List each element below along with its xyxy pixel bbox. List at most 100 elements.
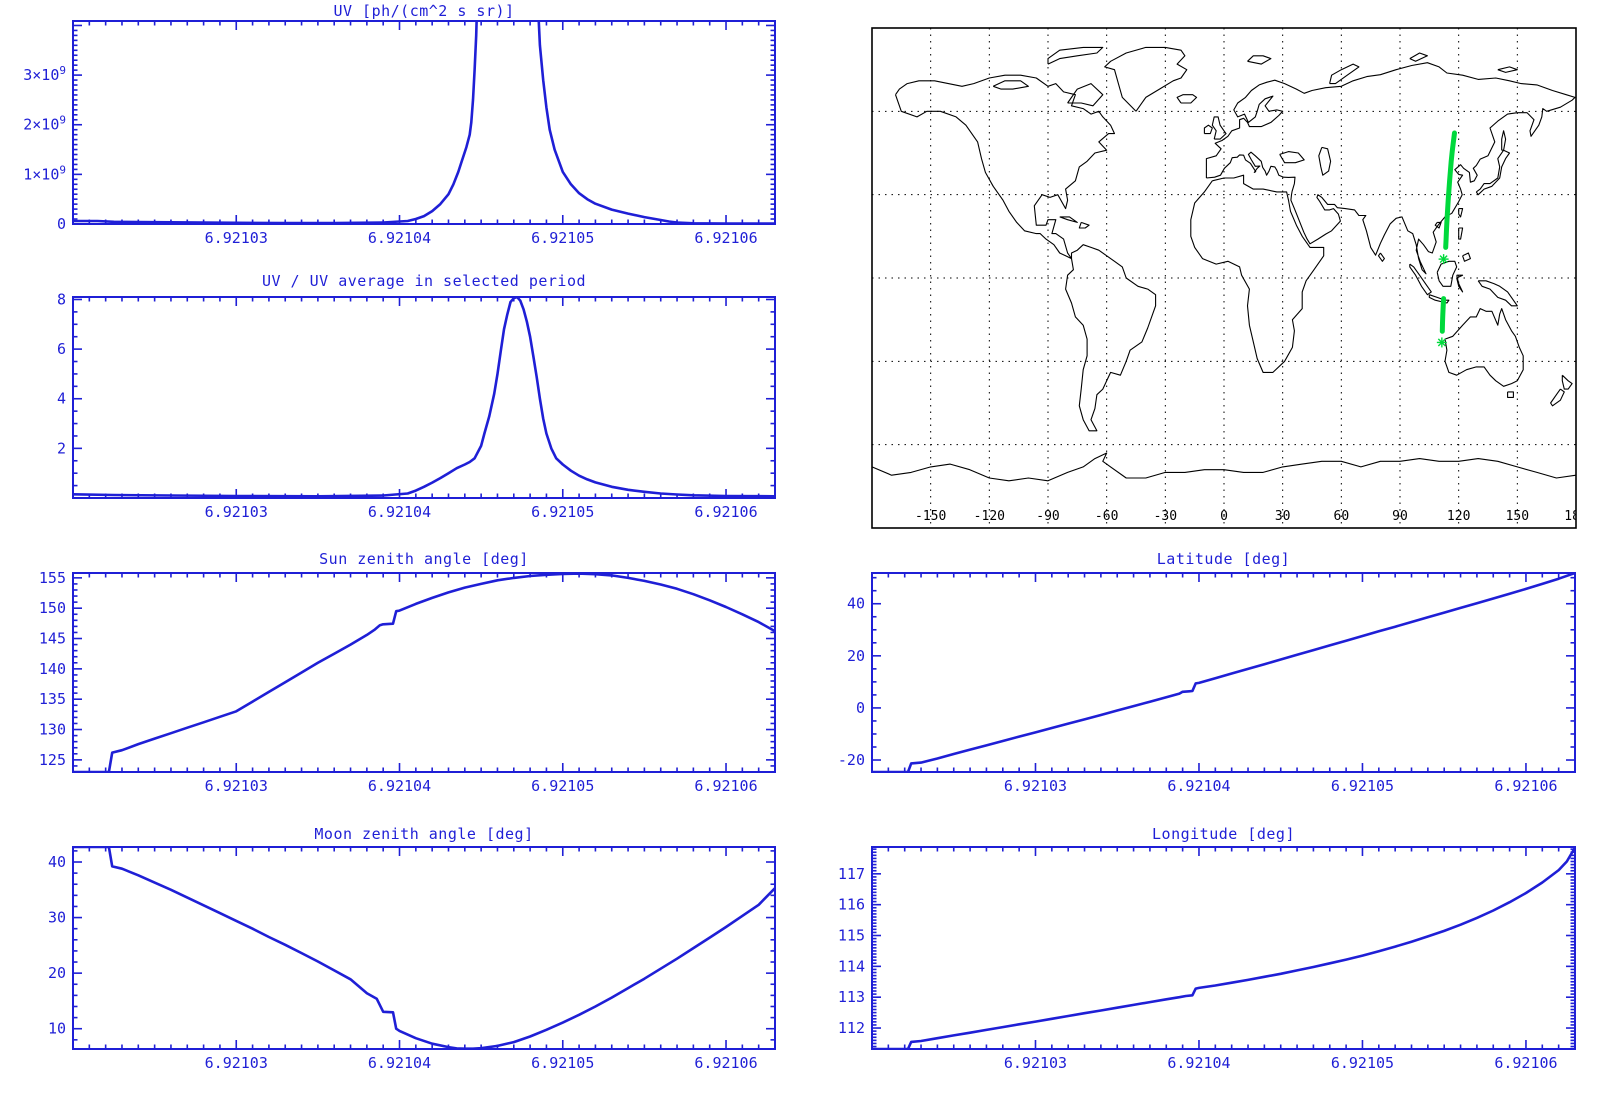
svg-text:125: 125 (39, 751, 66, 769)
svg-text:6.92106: 6.92106 (694, 1054, 757, 1072)
coastline-sulawesi (1456, 274, 1464, 293)
svg-text:145: 145 (39, 630, 66, 648)
svg-text:60: 60 (1334, 509, 1350, 524)
svg-text:0: 0 (856, 699, 865, 717)
coastline-luzon (1458, 227, 1464, 240)
coastline-south-america (1065, 244, 1157, 432)
uv-ratio-plot: 6.92103 6.92104 6.92105 6.92106 2 4 6 8 (57, 290, 776, 521)
svg-text:-120: -120 (974, 509, 1005, 524)
coastline-eurasia (1205, 62, 1576, 275)
map-graticule (872, 28, 1576, 528)
coastline-baffin (1067, 83, 1104, 107)
svg-text:6.92106: 6.92106 (694, 503, 757, 521)
coastline-java (1428, 294, 1450, 304)
svg-text:20: 20 (847, 647, 865, 665)
coastline-tasmania (1507, 391, 1514, 398)
svg-text:-90: -90 (1036, 509, 1059, 524)
track-asterisk-marker-1 (1438, 254, 1449, 265)
coastline-svalbard (1247, 55, 1272, 65)
svg-text:6.92103: 6.92103 (205, 503, 268, 521)
coastline-sri-lanka (1377, 252, 1385, 262)
moon-zenith-plot: 6.92103 6.92104 6.92105 6.92106 10 20 30 40 (48, 846, 776, 1072)
svg-text:6.92105: 6.92105 (531, 777, 594, 795)
coastline-ireland (1203, 124, 1213, 135)
coastline-caspian-sea (1318, 146, 1332, 176)
coastline-new-guinea (1477, 280, 1518, 307)
sun-zenith-chart-title: Sun zenith angle [deg] (319, 550, 529, 568)
svg-text:6.92103: 6.92103 (1004, 1054, 1067, 1072)
coastline-new-siberian (1497, 66, 1518, 73)
svg-text:-20: -20 (838, 751, 865, 769)
coastline-australia (1444, 308, 1524, 387)
moon-zenith-frame (72, 846, 776, 1050)
svg-text:6.92106: 6.92106 (694, 777, 757, 795)
coastline-cuba (1059, 216, 1078, 223)
coastline-japan (1475, 149, 1511, 196)
satellite-ground-track (1436, 130, 1457, 348)
uv-ratio-series-line (73, 297, 775, 498)
svg-text:8: 8 (57, 290, 66, 308)
svg-text:116: 116 (838, 896, 865, 914)
svg-text:6.92105: 6.92105 (531, 503, 594, 521)
svg-text:30: 30 (1275, 509, 1291, 524)
uv-ratio-chart-title: UV / UV average in selected period (261, 272, 587, 290)
coastline-nz-north (1561, 374, 1573, 390)
svg-text:6.92105: 6.92105 (531, 229, 594, 247)
svg-text:6.92105: 6.92105 (1331, 777, 1394, 795)
svg-text:140: 140 (39, 660, 66, 678)
uv-ratio-frame (72, 296, 776, 499)
track-asterisk-marker-2 (1436, 337, 1447, 348)
coastline-sumatra (1409, 263, 1432, 296)
moon-zenith-series-line (73, 847, 775, 1049)
svg-text:130: 130 (39, 721, 66, 739)
svg-text:6.92104: 6.92104 (1167, 777, 1230, 795)
svg-text:6.92104: 6.92104 (368, 503, 431, 521)
latitude-frame (871, 572, 1576, 773)
svg-text:112: 112 (838, 1019, 865, 1037)
svg-text:6.92104: 6.92104 (1167, 1054, 1230, 1072)
svg-text:6: 6 (57, 340, 66, 358)
longitude-series-line (872, 847, 1575, 1049)
sun-zenith-series-line (73, 573, 775, 772)
svg-text:40: 40 (847, 595, 865, 613)
svg-text:6.92105: 6.92105 (1331, 1054, 1394, 1072)
coastline-victoria (992, 80, 1029, 90)
coastline-severnaya-zemlya (1409, 52, 1428, 62)
svg-text:0: 0 (57, 215, 66, 233)
coastline-greenland (1104, 46, 1188, 112)
track-segment-1 (1443, 130, 1457, 250)
svg-text:-30: -30 (1154, 509, 1177, 524)
svg-text:-150: -150 (915, 509, 946, 524)
latitude-chart-title: Latitude [deg] (1156, 550, 1291, 568)
latitude-plot: 6.92103 6.92104 6.92105 6.92106 -20 0 20 40 (838, 572, 1576, 795)
svg-text:120: 120 (1447, 509, 1470, 524)
coastline-antarctica (871, 452, 1577, 482)
svg-text:180: 180 (1564, 509, 1587, 524)
coastline-iceland (1176, 94, 1198, 104)
svg-text:6.92103: 6.92103 (1004, 777, 1067, 795)
sun-zenith-plot: 6.92103 6.92104 6.92105 6.92106 125 130 135 140… (39, 569, 776, 795)
svg-text:6.92106: 6.92106 (1494, 777, 1557, 795)
uv-series-line (73, 21, 775, 224)
longitude-frame (871, 846, 1576, 1050)
coastline-borneo (1436, 260, 1458, 287)
svg-text:113: 113 (838, 988, 865, 1006)
svg-text:150: 150 (1506, 509, 1529, 524)
svg-text:1×109: 1×109 (23, 163, 66, 183)
longitude-plot: 6.92103 6.92104 6.92105 6.92106 112 113 114 115… (838, 846, 1576, 1072)
uv-plot: 6.92103 6.92104 6.92105 6.92106 0 1×109 2×109 3… (23, 20, 776, 247)
svg-text:6.92104: 6.92104 (368, 777, 431, 795)
coastline-uk (1211, 116, 1227, 140)
track-segment-2 (1439, 296, 1447, 334)
coastline-sakhalin (1501, 130, 1507, 151)
svg-text:6.92103: 6.92103 (205, 1054, 268, 1072)
svg-text:3×109: 3×109 (23, 64, 66, 84)
svg-text:2×109: 2×109 (23, 114, 66, 134)
uv-chart-title: UV [ph/(cm^2 s sr)] (333, 2, 515, 20)
svg-text:2: 2 (57, 439, 66, 457)
coastline-mindanao (1462, 252, 1471, 262)
svg-text:40: 40 (48, 853, 66, 871)
coastline-ellesmere (1047, 46, 1104, 65)
